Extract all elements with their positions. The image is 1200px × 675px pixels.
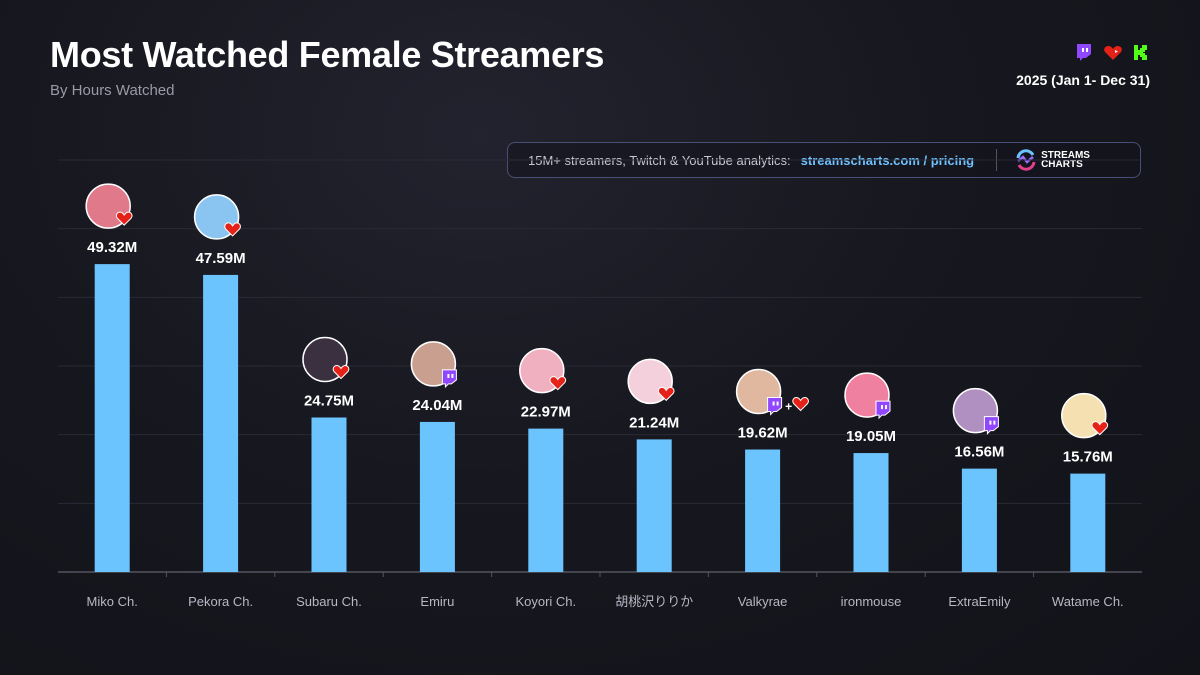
data-label: 24.04M — [412, 397, 462, 414]
bar[interactable] — [636, 439, 672, 572]
data-label: 24.75M — [304, 393, 354, 410]
data-label: 15.76M — [1063, 449, 1113, 466]
twitch-icon — [1077, 44, 1091, 61]
bar[interactable] — [203, 274, 239, 572]
data-label: 47.59M — [196, 250, 246, 267]
twitch-icon — [767, 397, 783, 416]
chart-title: Most Watched Female Streamers — [50, 34, 605, 75]
youtube-heart-icon — [549, 376, 567, 391]
x-tick-label: Pekora Ch. — [188, 594, 253, 609]
date-range: 2025 (Jan 1- Dec 31) — [1016, 72, 1150, 88]
chart-subtitle: By Hours Watched — [50, 82, 175, 99]
x-tick-label: Subaru Ch. — [296, 594, 362, 609]
data-label: 22.97M — [521, 404, 571, 421]
data-label: 19.05M — [846, 428, 896, 445]
kick-icon — [1134, 45, 1147, 60]
logo-line2: CHARTS — [1041, 159, 1083, 170]
data-label: 49.32M — [87, 239, 137, 256]
logo-line1: STREAMS — [1041, 150, 1090, 161]
bar[interactable] — [419, 421, 455, 572]
data-label: 21.24M — [629, 414, 679, 431]
youtube-heart-icon — [1104, 45, 1122, 60]
youtube-heart-icon — [224, 222, 241, 237]
bar[interactable] — [853, 453, 889, 572]
bar[interactable] — [961, 468, 997, 572]
bar[interactable] — [311, 417, 347, 573]
x-tick-label: Valkyrae — [738, 594, 788, 609]
x-tick-label: 胡桃沢りりか — [615, 594, 693, 609]
youtube-heart-icon — [657, 386, 675, 402]
x-tick-label: Watame Ch. — [1052, 594, 1124, 609]
plus-sign: + — [785, 400, 792, 414]
data-label: 19.62M — [738, 425, 788, 442]
bar[interactable] — [94, 264, 130, 572]
x-tick-label: ExtraEmily — [948, 594, 1011, 609]
twitch-icon — [441, 369, 457, 389]
twitch-icon — [875, 400, 891, 420]
data-label: 16.56M — [954, 444, 1004, 461]
x-tick-label: Miko Ch. — [87, 594, 138, 609]
bar[interactable] — [1070, 473, 1106, 572]
youtube-heart-icon — [115, 211, 133, 226]
bar[interactable] — [528, 428, 564, 572]
youtube-heart-icon — [1091, 421, 1109, 436]
youtube-heart-icon — [792, 397, 809, 412]
x-tick-label: ironmouse — [841, 594, 902, 609]
youtube-heart-icon — [332, 364, 350, 380]
twitch-icon — [983, 416, 999, 435]
platform-icons — [1076, 44, 1148, 61]
bar[interactable] — [745, 449, 781, 572]
x-tick-label: Emiru — [420, 594, 454, 609]
x-tick-label: Koyori Ch. — [515, 594, 576, 609]
